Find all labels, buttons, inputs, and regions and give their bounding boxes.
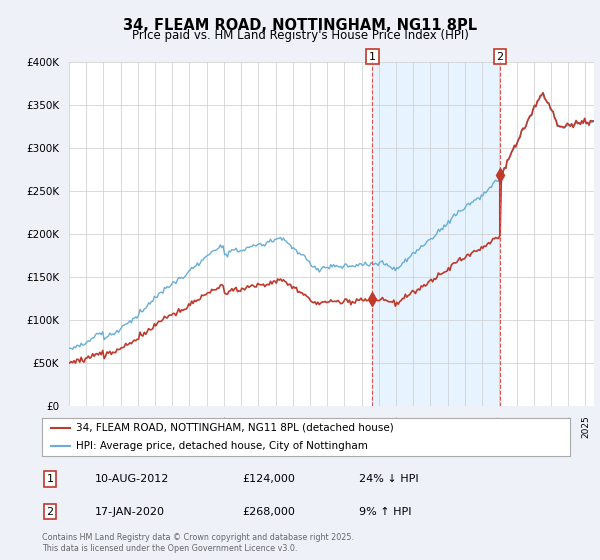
Text: 34, FLEAM ROAD, NOTTINGHAM, NG11 8PL (detached house): 34, FLEAM ROAD, NOTTINGHAM, NG11 8PL (de… (76, 423, 394, 433)
Text: 10-AUG-2012: 10-AUG-2012 (95, 474, 169, 484)
Text: 24% ↓ HPI: 24% ↓ HPI (359, 474, 418, 484)
Text: 2: 2 (46, 507, 53, 517)
Text: £268,000: £268,000 (242, 507, 296, 517)
Text: 17-JAN-2020: 17-JAN-2020 (95, 507, 165, 517)
Text: £124,000: £124,000 (242, 474, 296, 484)
Text: 2: 2 (496, 52, 503, 62)
Text: Price paid vs. HM Land Registry's House Price Index (HPI): Price paid vs. HM Land Registry's House … (131, 29, 469, 42)
Text: 34, FLEAM ROAD, NOTTINGHAM, NG11 8PL: 34, FLEAM ROAD, NOTTINGHAM, NG11 8PL (123, 18, 477, 33)
Text: 1: 1 (369, 52, 376, 62)
Text: 1: 1 (46, 474, 53, 484)
Text: HPI: Average price, detached house, City of Nottingham: HPI: Average price, detached house, City… (76, 441, 368, 451)
Bar (373, 62, 500, 406)
Text: 9% ↑ HPI: 9% ↑ HPI (359, 507, 412, 517)
Text: Contains HM Land Registry data © Crown copyright and database right 2025.
This d: Contains HM Land Registry data © Crown c… (42, 533, 354, 553)
